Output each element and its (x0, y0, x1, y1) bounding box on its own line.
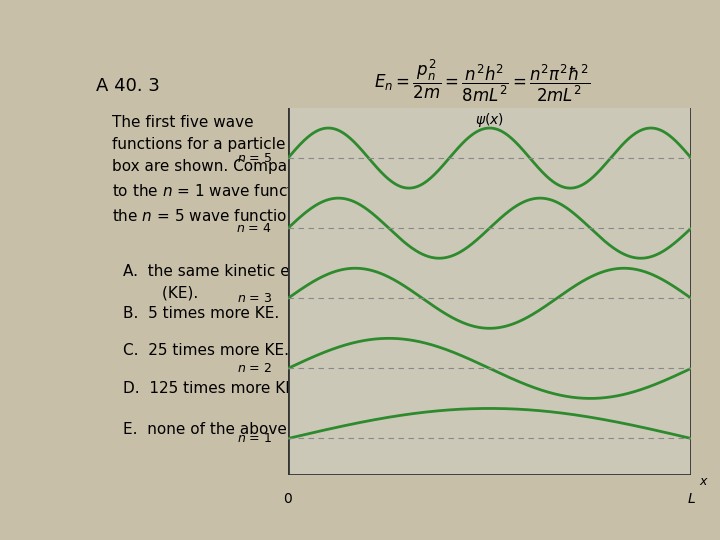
Text: A.  the same kinetic energy
        (KE).: A. the same kinetic energy (KE). (124, 265, 334, 300)
Text: $n$ = 2: $n$ = 2 (237, 362, 272, 375)
Text: $n$ = 3: $n$ = 3 (237, 292, 272, 305)
Text: B.  5 times more KE.: B. 5 times more KE. (124, 306, 280, 321)
Text: D.  125 times more KE.: D. 125 times more KE. (124, 381, 300, 396)
Text: The first five wave
functions for a particle in a
box are shown. Compared
to the: The first five wave functions for a part… (112, 114, 329, 224)
Text: $n$ = 5: $n$ = 5 (237, 152, 272, 165)
Text: A 40. 3: A 40. 3 (96, 77, 159, 95)
Text: L: L (688, 492, 695, 506)
Text: E.  none of the above: E. none of the above (124, 422, 287, 437)
Text: C.  25 times more KE.: C. 25 times more KE. (124, 343, 289, 359)
Text: 0: 0 (284, 492, 292, 506)
Text: $\psi(x)$: $\psi(x)$ (475, 111, 504, 130)
Text: x: x (699, 475, 706, 488)
Text: $E_n = \dfrac{p_n^2}{2m} = \dfrac{n^2h^2}{8mL^2} = \dfrac{n^2\pi^2\hbar^2}{2mL^2: $E_n = \dfrac{p_n^2}{2m} = \dfrac{n^2h^2… (374, 58, 590, 104)
Text: $n$ = 4: $n$ = 4 (236, 222, 272, 235)
Text: $n$ = 1: $n$ = 1 (237, 432, 272, 445)
